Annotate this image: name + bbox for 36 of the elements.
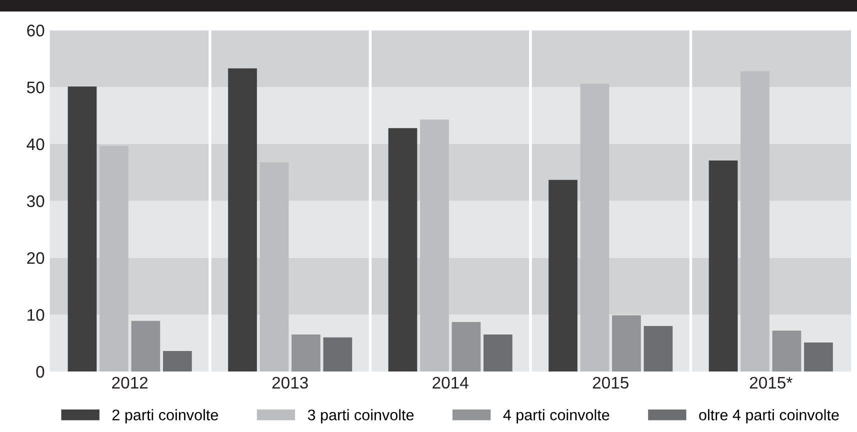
bar bbox=[484, 334, 512, 372]
bar bbox=[708, 160, 738, 372]
y-tick-label: 10 bbox=[28, 309, 44, 321]
legend-label: oltre 4 parti coinvolte bbox=[699, 409, 839, 424]
bar bbox=[228, 68, 257, 372]
bar bbox=[323, 337, 352, 372]
y-tick-label: 50 bbox=[26, 82, 44, 94]
legend-label: 2 parti coinvolte bbox=[112, 409, 218, 424]
legend-label: 3 parti coinvolte bbox=[308, 409, 414, 424]
bar bbox=[131, 320, 160, 372]
x-tick-label: 2014 bbox=[432, 376, 468, 389]
bar bbox=[100, 146, 128, 372]
x-tick-label: 2015 bbox=[592, 376, 628, 389]
y-tick-label: 0 bbox=[36, 366, 44, 378]
bar bbox=[804, 342, 833, 372]
bar bbox=[68, 86, 97, 372]
x-tick-label: 2012 bbox=[112, 376, 148, 389]
y-tick-label: 40 bbox=[26, 138, 44, 150]
bar bbox=[292, 334, 320, 372]
bar bbox=[452, 322, 481, 372]
y-tick-label: 30 bbox=[26, 195, 44, 208]
bar bbox=[420, 120, 449, 372]
bar bbox=[388, 128, 418, 372]
y-tick-label: 20 bbox=[27, 252, 44, 264]
x-tick-label: 2013 bbox=[272, 376, 308, 389]
bar bbox=[740, 71, 770, 372]
legend-label: 4 parti coinvolte bbox=[503, 409, 610, 424]
bar bbox=[580, 84, 610, 372]
bar bbox=[612, 315, 641, 372]
bar bbox=[163, 351, 192, 372]
bar bbox=[260, 162, 289, 372]
bar bbox=[548, 180, 578, 372]
x-tick-label: 2015* bbox=[750, 376, 792, 389]
bar bbox=[644, 326, 673, 372]
y-tick-label: 60 bbox=[27, 24, 44, 36]
bar bbox=[772, 330, 802, 372]
